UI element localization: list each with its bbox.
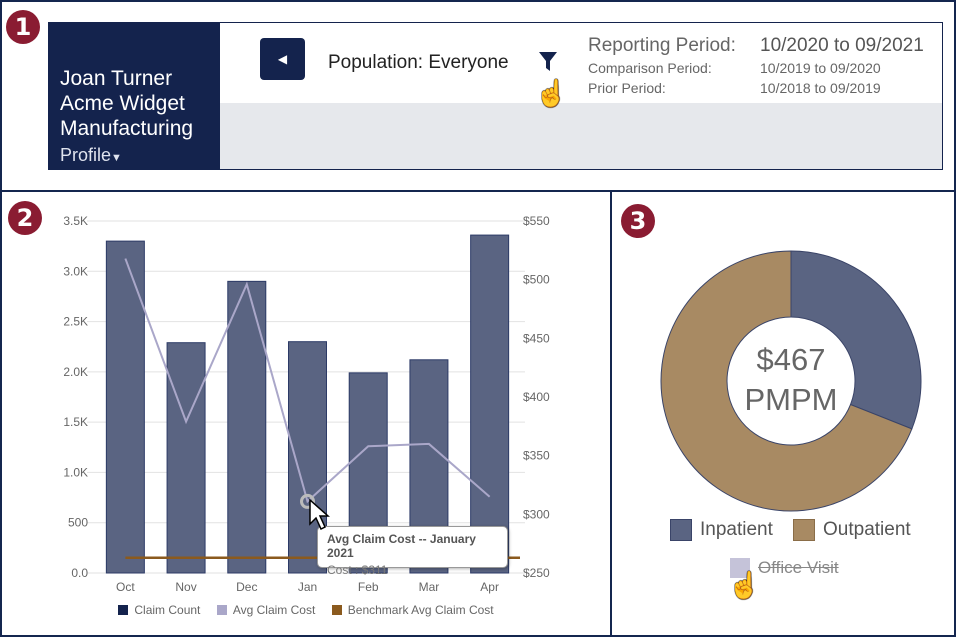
- bar-claim-count: [227, 280, 267, 574]
- y-right-tick: $550: [523, 214, 550, 228]
- legend-label: Office Visit: [758, 558, 839, 577]
- y-left-tick: 1.5K: [63, 415, 88, 429]
- legend-benchmark[interactable]: Benchmark Avg Claim Cost: [331, 603, 494, 617]
- chart-legend: Claim Count Avg Claim Cost Benchmark Avg…: [0, 602, 612, 620]
- population-label: Population: Everyone: [328, 52, 509, 73]
- y-left-tick: 0.0: [71, 566, 88, 580]
- x-tick: Jan: [298, 580, 317, 594]
- x-tick: Mar: [419, 580, 440, 594]
- comparison-period-value: 10/2019 to 09/2020: [760, 60, 881, 76]
- legend-label: Outpatient: [823, 519, 911, 540]
- donut-center: $467 PMPM: [711, 340, 871, 420]
- hand-cursor-icon: ☝: [535, 78, 568, 108]
- y-right-tick: $300: [523, 507, 550, 521]
- bar-claim-count: [105, 240, 145, 574]
- prior-period-label: Prior Period:: [588, 80, 666, 96]
- tooltip-title: Avg Claim Cost -- January 2021: [327, 532, 476, 560]
- pmpm-donut: [660, 250, 922, 512]
- y-left-tick: 2.5K: [63, 315, 88, 329]
- highlight-point: [300, 493, 315, 509]
- comparison-period-label: Comparison Period:: [588, 60, 712, 76]
- chevron-left-icon: ◀: [277, 52, 288, 66]
- y-right-tick: $350: [523, 449, 550, 463]
- company-name-1: Acme Widget: [60, 92, 185, 115]
- hand-cursor-icon: ☝: [728, 570, 761, 600]
- legend-label: Benchmark Avg Claim Cost: [347, 603, 494, 617]
- x-tick: Feb: [358, 580, 379, 594]
- y-right-tick: $500: [523, 273, 550, 287]
- arrow-cursor-icon: [309, 498, 330, 531]
- step-badge-2: 2: [8, 201, 42, 235]
- bar-claim-count: [166, 342, 206, 574]
- y-left-tick: 3.0K: [63, 264, 88, 278]
- line-avg-claim-cost: [124, 258, 491, 504]
- step-badge-3: 3: [621, 204, 655, 238]
- donut-slice-inpatient: [790, 250, 922, 430]
- x-tick: Dec: [236, 580, 257, 594]
- profile-menu[interactable]: Profile▼: [60, 143, 220, 171]
- filter-icon[interactable]: [538, 51, 558, 78]
- pmpm-value: $467: [756, 342, 826, 377]
- prior-period-value: 10/2018 to 09/2019: [760, 80, 881, 96]
- caret-down-icon: ▼: [111, 152, 122, 164]
- legend-avg-claim-cost[interactable]: Avg Claim Cost: [216, 603, 316, 617]
- header-bar: ◀ Population: Everyone Reporting Period:…: [219, 22, 943, 170]
- user-name: Joan Turner: [60, 67, 173, 90]
- y-left-tick: 3.5K: [63, 214, 88, 228]
- reporting-period-label: Reporting Period:: [588, 35, 736, 56]
- legend-label: Inpatient: [700, 519, 773, 540]
- chart-tooltip: Avg Claim Cost -- January 2021 Cost : $3…: [317, 526, 508, 577]
- y-right-tick: $450: [523, 331, 550, 345]
- legend-inpatient[interactable]: Inpatient: [670, 519, 773, 541]
- back-button[interactable]: ◀: [260, 38, 305, 80]
- y-right-tick: $400: [523, 390, 550, 404]
- donut-slice-outpatient: [660, 250, 913, 512]
- profile-card: Joan Turner Acme Widget Manufacturing Pr…: [48, 22, 220, 170]
- x-tick: Oct: [116, 580, 135, 594]
- step-badge-1: 1: [6, 10, 40, 44]
- legend-label: Claim Count: [134, 603, 201, 617]
- legend-office-visit[interactable]: Office Visit: [730, 558, 839, 578]
- pmpm-label: PMPM: [744, 382, 838, 417]
- y-left-tick: 500: [68, 516, 88, 530]
- company-name-2: Manufacturing: [60, 117, 194, 140]
- y-right-tick: $250: [523, 566, 550, 580]
- panel-donut: [610, 190, 956, 637]
- legend-label: Avg Claim Cost: [232, 603, 316, 617]
- legend-claim-count[interactable]: Claim Count: [118, 603, 200, 617]
- y-left-tick: 2.0K: [63, 365, 88, 379]
- tooltip-value: Cost : $311: [327, 563, 388, 577]
- x-tick: Apr: [480, 580, 499, 594]
- profile-menu-label: Profile: [60, 145, 112, 165]
- y-left-tick: 1.0K: [63, 465, 88, 479]
- claims-chart: 0.0 500 1.0K 1.5K 2.0K 2.5K 3.0K 3.5K $250 $300 $3…: [63, 214, 550, 594]
- legend-outpatient[interactable]: Outpatient: [793, 519, 911, 541]
- x-tick: Nov: [175, 580, 196, 594]
- reporting-period-value: 10/2020 to 09/2021: [760, 35, 924, 56]
- bar-claim-count: [470, 234, 510, 574]
